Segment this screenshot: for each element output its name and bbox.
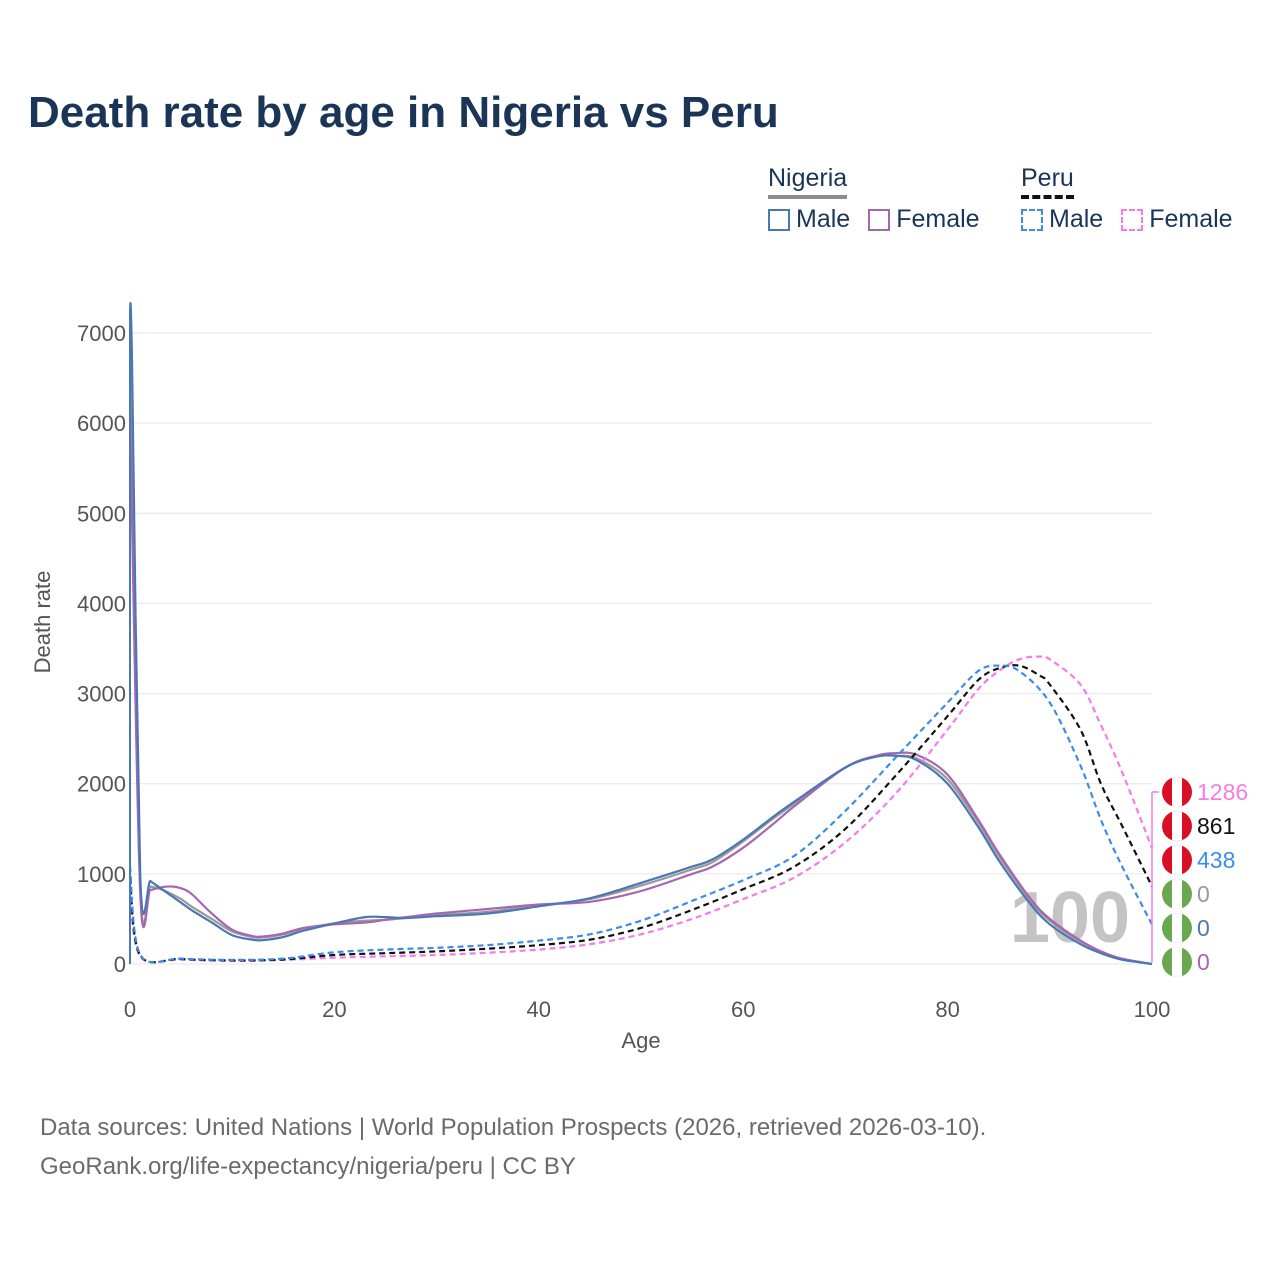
legend-peru-male-swatch [1021,208,1043,231]
y-tick-label-1000: 1000 [77,862,126,887]
end-label-bracket [1151,791,1159,962]
legend-peru-female-swatch [1121,208,1144,231]
legend-nigeria-female-label: Female [896,205,980,233]
y-axis-ticks: 0 1000 2000 3000 4000 5000 6000 7000 [77,321,126,977]
series-line-peru-total[interactable] [128,664,1153,964]
legend-nigeria-title: Nigeria [768,164,848,199]
x-axis-ticks: 0 20 40 60 80 100 [124,997,1170,1022]
end-label-nigeria-female: 0 [1197,949,1210,975]
x-tick-label-0: 0 [124,997,136,1022]
legend-nigeria-male[interactable]: Male [768,205,850,234]
y-tick-label-5000: 5000 [77,501,126,526]
series-line-nigeria-total[interactable] [128,359,1153,966]
end-labels: 1286 861 438 0 0 0 [1151,777,1248,977]
flag-peru-icon [1162,845,1192,875]
year-watermark: 100 [1010,878,1130,958]
data-source: Data sources: United Nations | World Pop… [40,1108,986,1186]
legend-peru-male[interactable]: Male [1021,205,1103,234]
flag-peru-icon [1162,811,1192,841]
flag-nigeria-icon [1162,913,1192,943]
end-label-nigeria-male: 0 [1197,915,1210,941]
y-axis-label: Death rate [30,571,55,674]
legend-peru-male-label: Male [1049,205,1104,233]
legend-nigeria-female-swatch [868,208,891,231]
series-line-nigeria-female[interactable] [128,409,1153,966]
legend-peru: Peru Male Female [1021,164,1233,234]
end-label-peru-female: 1286 [1197,779,1248,805]
grid-lines [130,332,1152,965]
legend-nigeria-male-swatch [768,208,790,231]
series-line-nigeria-male[interactable] [128,302,1153,966]
legend-nigeria-male-label: Male [796,205,851,233]
flag-peru-icon [1162,777,1192,807]
end-label-peru-male: 438 [1197,847,1235,873]
x-tick-label-60: 60 [731,997,755,1022]
y-tick-label-7000: 7000 [77,321,126,346]
series-line-peru-male[interactable] [128,664,1153,964]
legend-peru-title: Peru [1021,164,1074,199]
chart-title: Death rate by age in Nigeria vs Peru [28,88,779,137]
source-line-2[interactable]: GeoRank.org/life-expectancy/nigeria/peru… [40,1153,576,1180]
x-tick-label-20: 20 [322,997,346,1022]
x-tick-label-40: 40 [527,997,551,1022]
series-line-peru-female[interactable] [128,655,1154,964]
x-tick-label-80: 80 [935,997,959,1022]
legend-nigeria-female[interactable]: Female [868,205,980,234]
legend-peru-female-label: Female [1149,205,1233,233]
end-label-peru-total: 861 [1197,813,1235,839]
end-label-nigeria-total: 0 [1197,881,1210,907]
legend-peru-female[interactable]: Female [1121,205,1233,234]
flag-nigeria-icon [1162,947,1192,977]
y-tick-label-0: 0 [114,952,126,977]
series-lines [128,302,1154,966]
legend-nigeria: Nigeria Male Female [768,164,980,234]
x-tick-label-100: 100 [1134,997,1171,1022]
y-tick-label-2000: 2000 [77,772,126,797]
source-line-1: Data sources: United Nations | World Pop… [40,1114,987,1141]
x-axis-label: Age [621,1028,660,1053]
y-tick-label-4000: 4000 [77,591,126,616]
y-tick-label-3000: 3000 [77,682,126,707]
y-tick-label-6000: 6000 [77,411,126,436]
flag-nigeria-icon [1162,879,1192,909]
